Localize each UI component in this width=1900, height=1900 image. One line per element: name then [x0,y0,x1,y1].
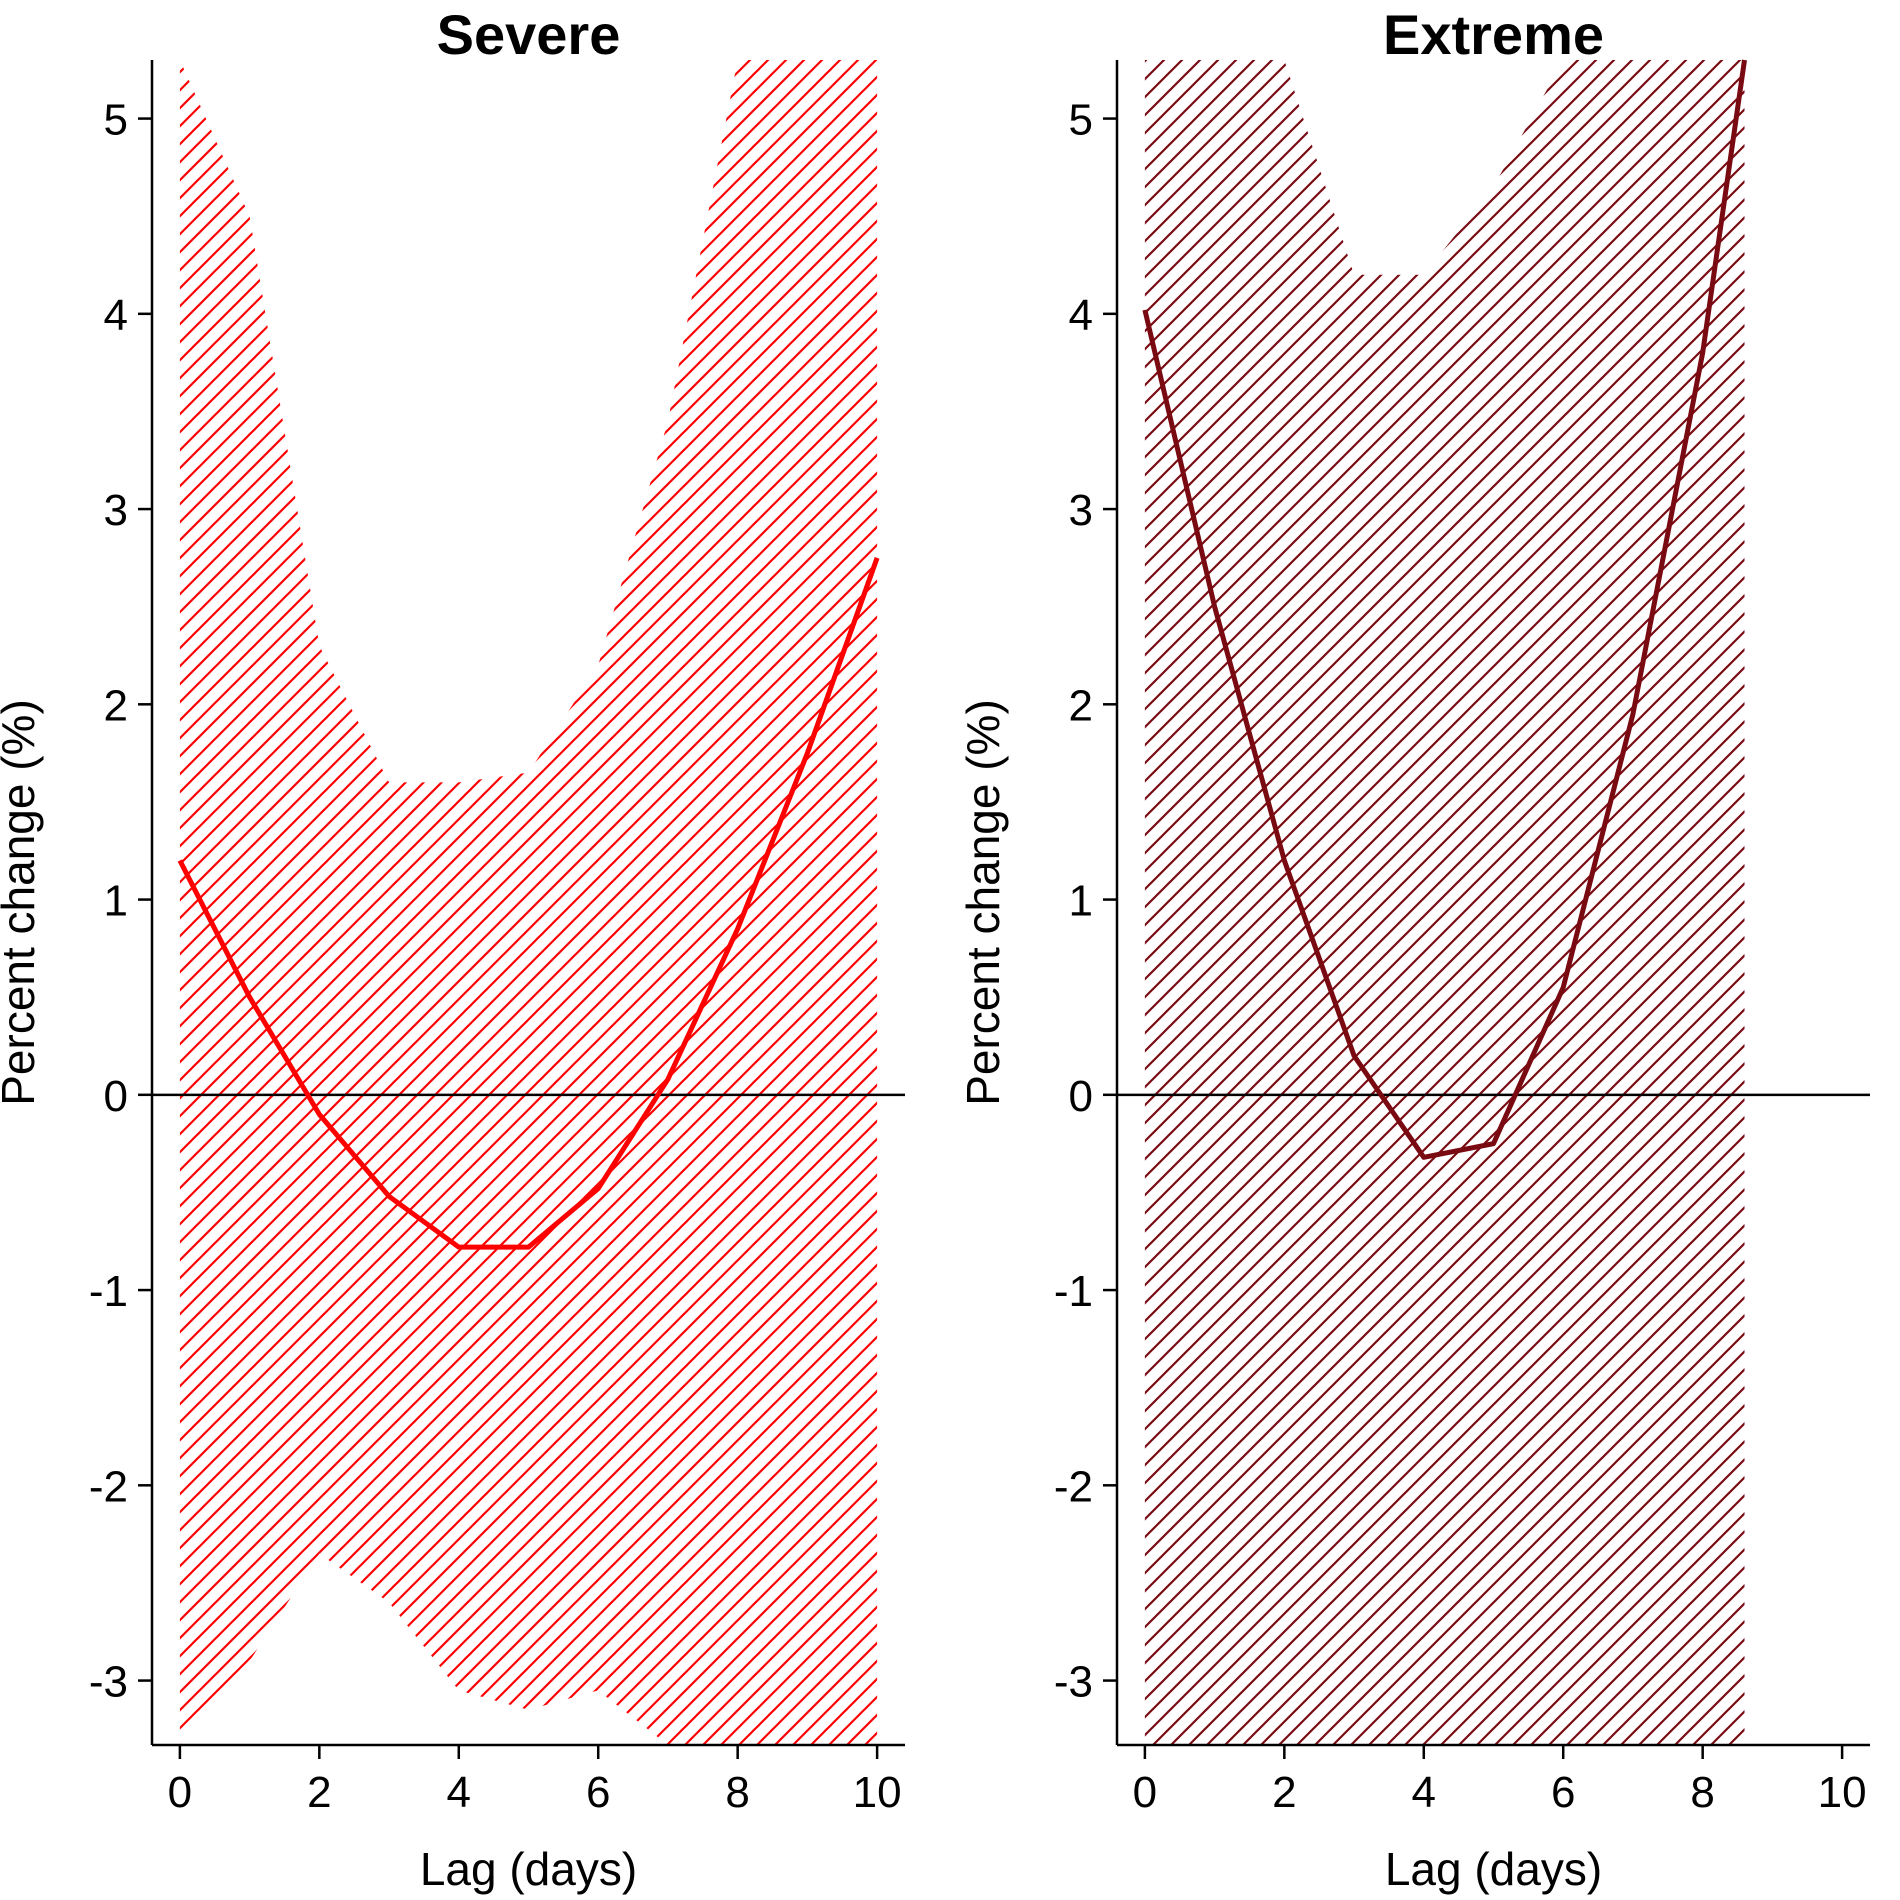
panel-extreme-x-tick-label: 0 [1133,1768,1157,1817]
panel-extreme-band [1144,60,1745,1745]
panel-extreme: 0 2 4 6 8 10 -3 -2 -1 0 1 2 3 4 5 Extreme Lag (days) P… [957,3,1870,1895]
panel-severe-x-tick-label: 8 [725,1768,749,1817]
panel-extreme-y-tick-label: 3 [1069,486,1093,535]
panel-severe-xlabel: Lag (days) [420,1843,637,1895]
panel-severe-y-tick-label: 0 [104,1072,128,1121]
panel-extreme-x-tick-label: 8 [1690,1768,1714,1817]
panel-extreme-confidence-band [1144,60,1745,1745]
panel-extreme-y-tick-label: 1 [1069,877,1093,926]
panel-severe-y-tick-label: 3 [104,486,128,535]
panel-extreme-x-tick-label: 10 [1818,1768,1867,1817]
panel-extreme-xlabel: Lag (days) [1385,1843,1602,1895]
panel-extreme-y-tick-label: 2 [1069,681,1093,730]
panel-severe-estimate-line [177,557,880,1250]
panel-severe-band [179,60,878,1745]
panel-severe-ylabel: Percent change (%) [0,699,44,1106]
panel-severe-title: Severe [437,3,621,66]
panel-severe: 0 2 4 6 8 10 -3 -2 -1 0 1 2 3 4 5 Severe Lag (days) Pe… [0,3,905,1895]
panel-extreme-ylabel: Percent change (%) [957,699,1009,1106]
panel-severe-axes: 0 2 4 6 8 10 -3 -2 -1 0 1 2 3 4 5 [89,60,905,1817]
panel-extreme-title: Extreme [1383,3,1604,66]
panel-extreme-x-tick-label: 2 [1272,1768,1296,1817]
panel-severe-y-tick-label: -1 [89,1267,128,1316]
panel-extreme-x-tick-label: 6 [1551,1768,1575,1817]
panel-severe-y-tick-label: -3 [89,1658,128,1707]
panel-severe-y-tick-label: -2 [89,1462,128,1511]
panel-severe-y-tick-label: 2 [104,681,128,730]
panel-extreme-y-tick-label: -1 [1054,1267,1093,1316]
panel-severe-x-tick-label: 6 [586,1768,610,1817]
panel-severe-confidence-band [179,60,878,1745]
panel-extreme-x-tick-label: 4 [1412,1768,1436,1817]
panel-extreme-y-tick-label: -2 [1054,1462,1093,1511]
panel-extreme-axes: 0 2 4 6 8 10 -3 -2 -1 0 1 2 3 4 5 [1054,60,1870,1817]
panel-extreme-y-tick-label: 4 [1069,291,1093,340]
panel-severe-y-tick-label: 4 [104,291,128,340]
panel-extreme-y-tick-label: 5 [1069,96,1093,145]
panel-extreme-y-tick-label: 0 [1069,1072,1093,1121]
panel-severe-x-tick-label: 4 [447,1768,471,1817]
panel-extreme-y-tick-label: -3 [1054,1658,1093,1707]
panel-severe-x-tick-label: 0 [168,1768,192,1817]
panel-severe-y-tick-label: 1 [104,877,128,926]
panel-extreme-estimate-line [1142,59,1747,1160]
panel-severe-x-tick-label: 2 [307,1768,331,1817]
panel-severe-x-tick-label: 10 [853,1768,902,1817]
panel-severe-y-tick-label: 5 [104,96,128,145]
